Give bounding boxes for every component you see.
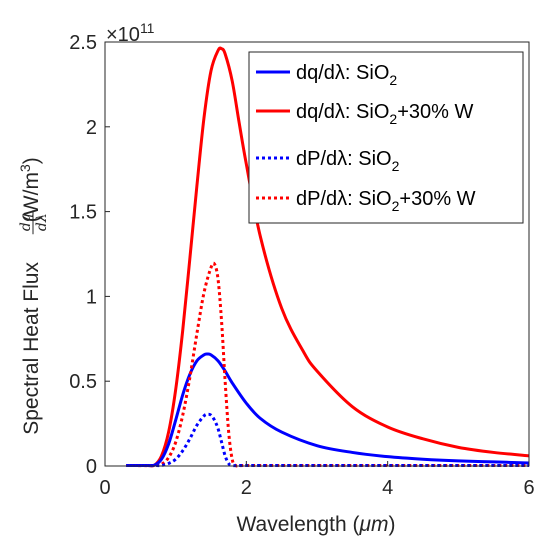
fraction-denominator: dλ <box>34 213 50 231</box>
y-axis-label-fraction: dq dλ <box>18 210 50 235</box>
legend-label-2: dq/dλ: SiO2+30% W <box>296 101 473 127</box>
legend-label-3: dP/dλ: SiO2 <box>296 148 400 174</box>
y-tick-label: 1.5 <box>69 202 97 224</box>
y-tick-label: 0.5 <box>69 371 97 393</box>
x-tick-label: 6 <box>523 477 534 499</box>
x-tick-label: 4 <box>382 477 393 499</box>
y-tick-label: 2.5 <box>69 32 97 54</box>
series-line-1 <box>126 352 530 468</box>
series-line-2 <box>126 46 530 468</box>
legend-label-4: dP/dλ: SiO2+30% W <box>296 188 476 214</box>
legend-box <box>248 51 524 224</box>
svg-text:Spectral Heat Flux (W/m3): Spectral Heat Flux (W/m3) <box>17 157 43 435</box>
x-tick-label: 2 <box>241 477 252 499</box>
y-tick-label: 2 <box>86 117 97 139</box>
y-tick-label: 1 <box>86 286 97 308</box>
x-axis-label: Wavelength (μm) <box>237 513 396 536</box>
y-tick-label: 0 <box>86 456 97 478</box>
legend: dq/dλ: SiO2 dq/dλ: SiO2+30% W dP/dλ: SiO2 d… <box>248 51 524 224</box>
tick-layer: 0 2 4 6 0 0.5 1 1.5 2 2.5 <box>69 32 534 499</box>
axes-box <box>104 41 530 467</box>
y-axis-label: Spectral Heat Flux (W/m3) dq dλ <box>17 157 50 435</box>
legend-label-1: dq/dλ: SiO2 <box>296 62 397 88</box>
series-line-3 <box>126 412 529 468</box>
fraction-numerator: dq <box>18 213 34 231</box>
y-axis-multiplier: ×1011 <box>106 20 155 46</box>
x-tick-label: 0 <box>99 477 110 499</box>
